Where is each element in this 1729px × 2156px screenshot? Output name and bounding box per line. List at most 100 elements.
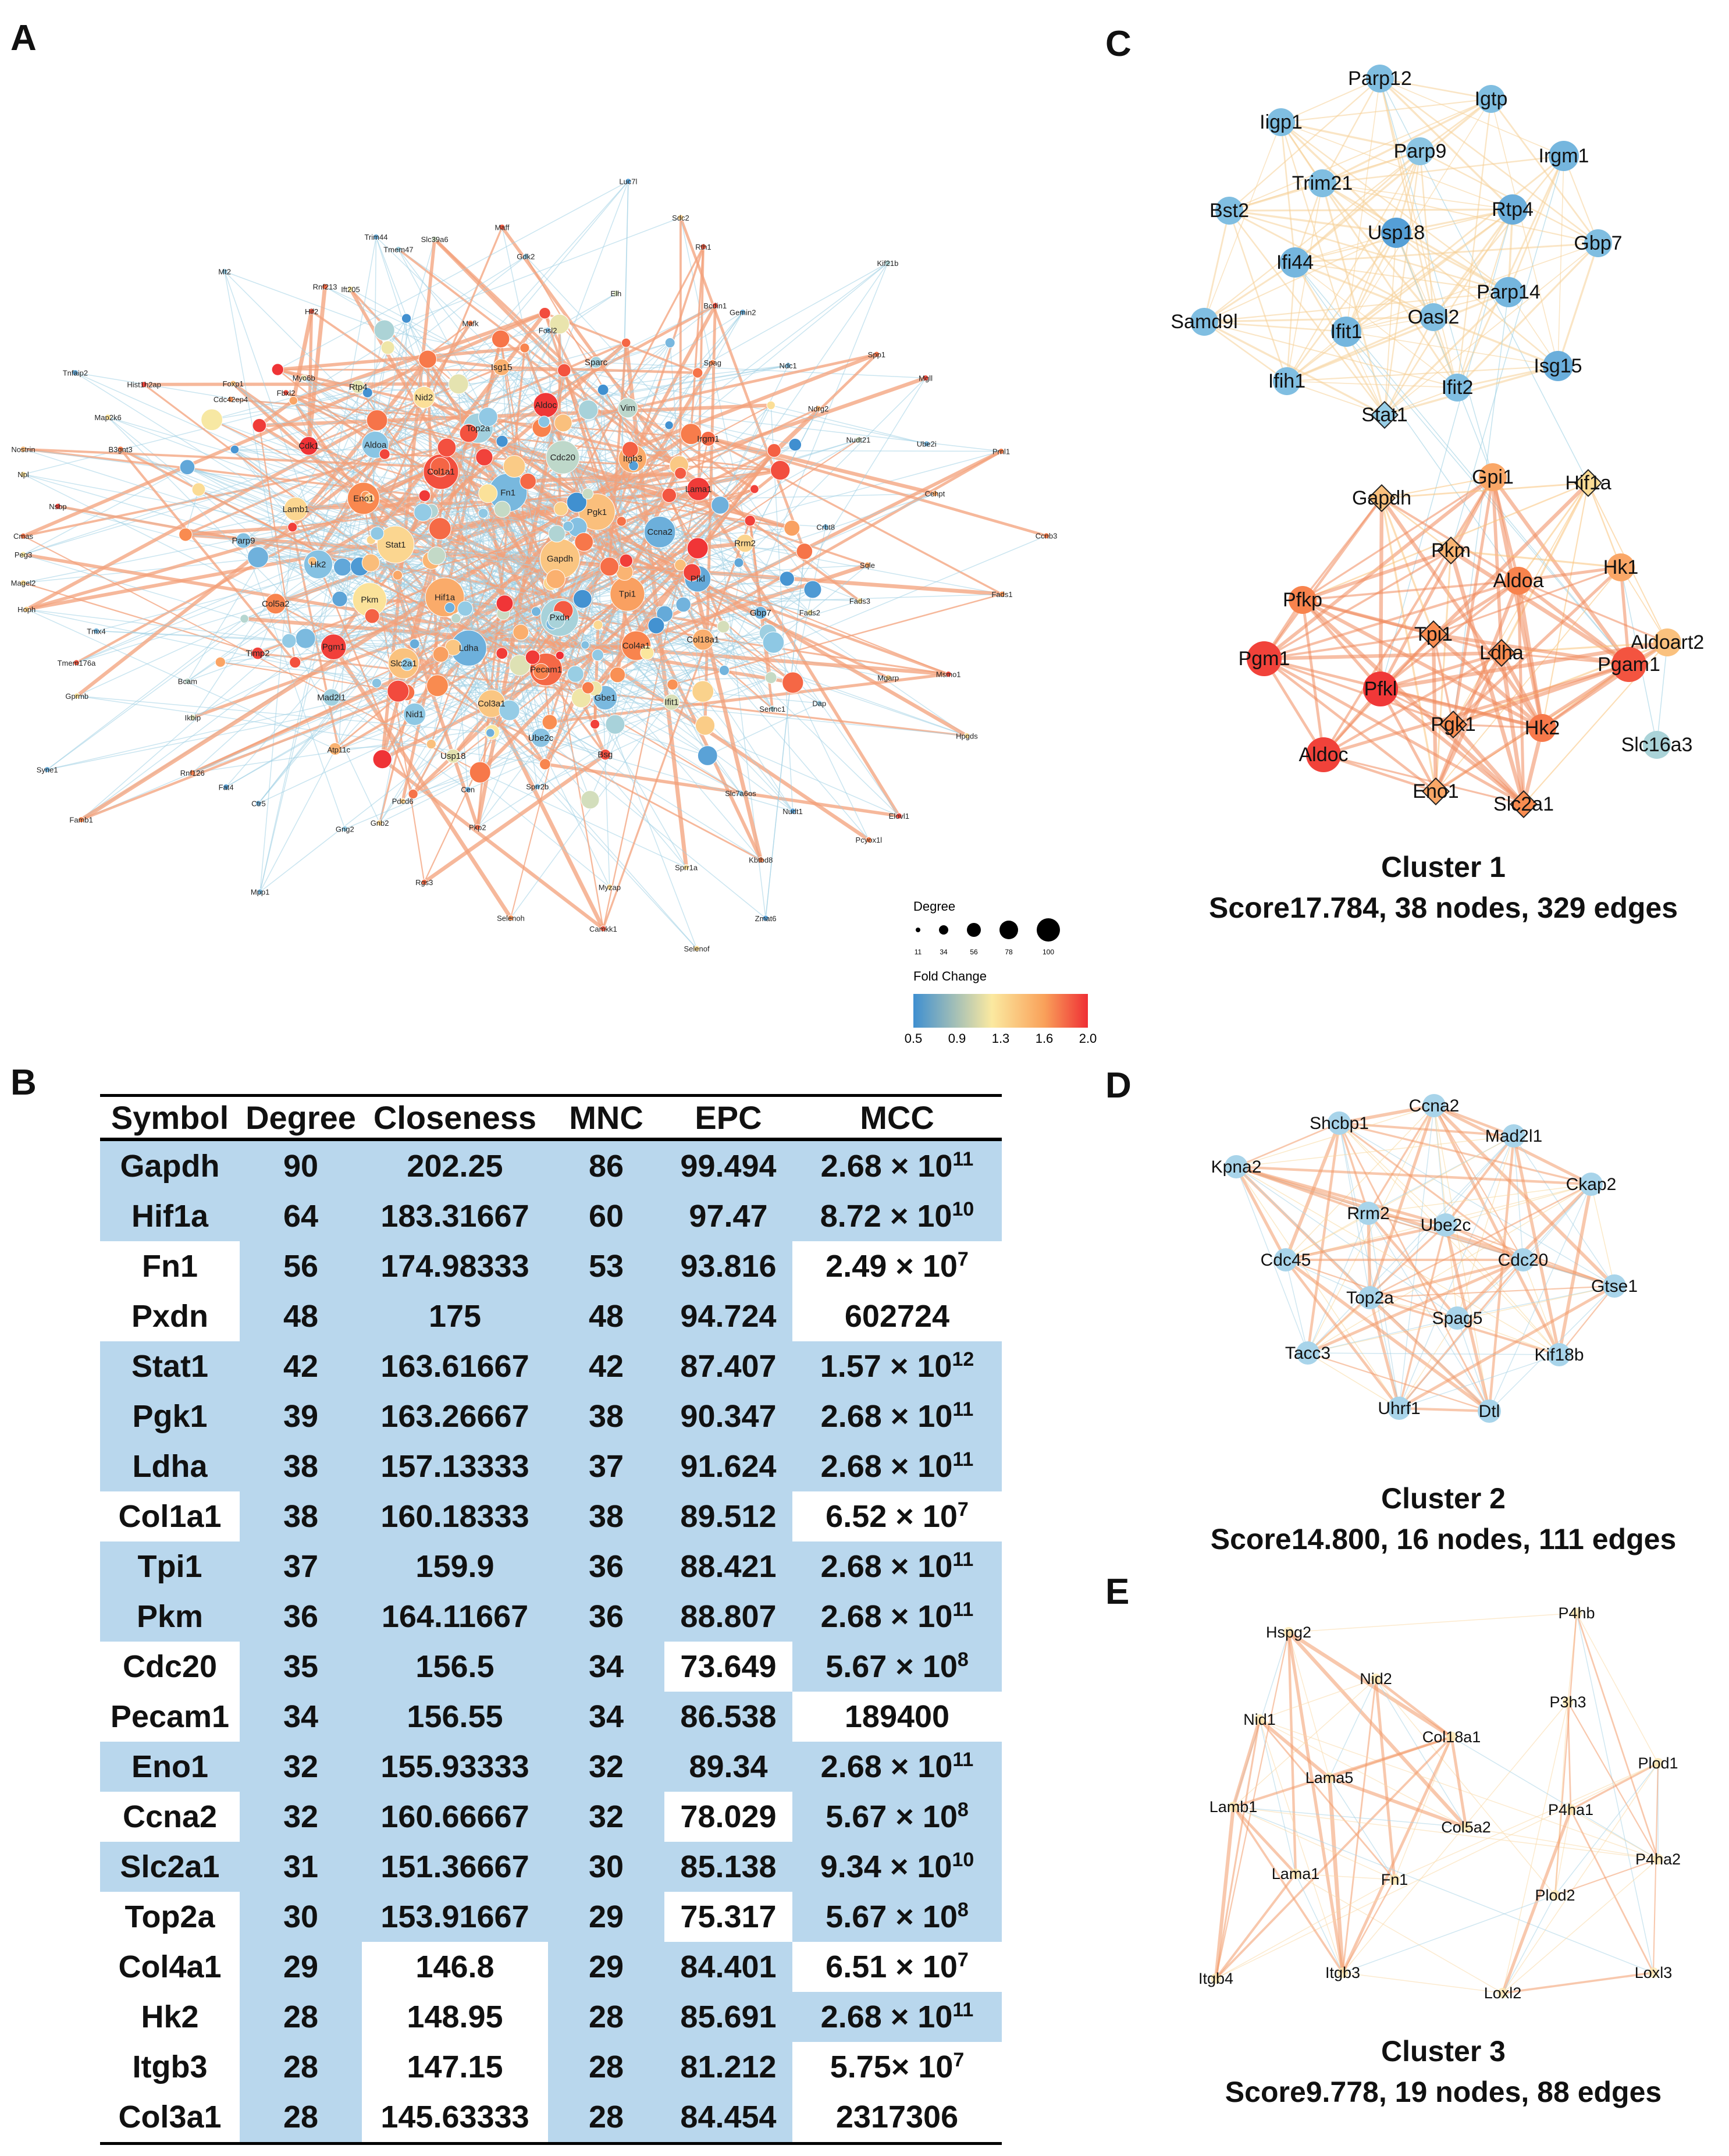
network-edge [277, 180, 629, 370]
cluster-edge [1432, 579, 1520, 636]
cluster-edge [1554, 1859, 1659, 1896]
cluster-edge [1399, 1105, 1435, 1409]
network-node [418, 350, 437, 369]
network-edge [26, 418, 378, 611]
network-node [581, 681, 595, 694]
cluster-edge [1339, 1122, 1592, 1185]
cell-mnc: 28 [548, 2092, 664, 2145]
cluster-edge [1280, 122, 1509, 293]
network-node-label: Slc39a6 [421, 235, 449, 244]
network-node-label: Ctr5 [251, 800, 266, 808]
network-node [718, 665, 730, 676]
cluster-node-seed [1574, 468, 1603, 498]
mcc-base: 5.67 × 10 [826, 1649, 958, 1684]
cluster-1-subtitle: Score17.784, 38 nodes, 329 edges [1208, 891, 1678, 924]
cell-mcc: 8.72 × 1010 [792, 1191, 1002, 1241]
network-node [789, 808, 796, 815]
network-node-label: Cehpt [925, 489, 945, 498]
cluster-3-network: Hspg2 P4hb Nid2 P3h3 Nid1 Col18a1 Plod1 Lama5 La… [1198, 1604, 1681, 2002]
network-node [582, 488, 594, 500]
mcc-base: 6.51 × 10 [826, 1949, 958, 1984]
cluster-edge [1322, 183, 1513, 210]
cluster-edge [1620, 567, 1668, 643]
cluster-node [1511, 1248, 1535, 1271]
fold-change-colorbar [913, 994, 1088, 1028]
cluster-2-caption: Cluster 2 Score14.800, 16 nodes, 111 edg… [1158, 1478, 1729, 1560]
fold-change-tick: 0.9 [948, 1031, 966, 1046]
network-node [692, 680, 714, 703]
table-row: Fn1 56 174.98333 53 93.816 2.49 × 107 [100, 1241, 1002, 1291]
network-node [184, 677, 191, 684]
cell-mnc: 29 [548, 1942, 664, 1992]
cluster-edge [1557, 155, 1564, 367]
cluster-edge [1329, 1777, 1395, 1880]
cluster-edge [1368, 1184, 1592, 1214]
network-node-label: Elovl1 [889, 812, 909, 821]
cluster-edge [1232, 1806, 1297, 1875]
cell-mnc: 36 [548, 1592, 664, 1642]
cluster-edge [1522, 1259, 1560, 1355]
network-edge [198, 489, 547, 670]
cluster-node [1389, 1874, 1400, 1885]
network-node [493, 358, 510, 376]
cluster-2-title: Cluster 2 [1381, 1482, 1506, 1515]
cluster-node-label: P3h3 [1549, 1693, 1586, 1711]
network-edge [690, 246, 705, 434]
cluster-node-label: Igtp [1475, 88, 1508, 110]
network-node [592, 649, 604, 662]
network-edge [332, 645, 513, 919]
mcc-base: 2.49 × 10 [826, 1249, 958, 1284]
network-node-label: Myzap [599, 883, 621, 891]
network-node [451, 613, 461, 624]
cluster-edge [1294, 242, 1599, 264]
mcc-exponent: 11 [952, 1448, 974, 1471]
network-node [664, 421, 674, 430]
network-node [421, 879, 428, 886]
network-node [864, 562, 871, 569]
cluster-node [1446, 1732, 1457, 1742]
network-node-label: Col3a1 [478, 699, 506, 709]
cell-symbol: Hk2 [141, 1999, 199, 2034]
network-node [513, 624, 529, 641]
table-row: Col3a1 28 145.63333 28 84.454 2317306 [100, 2092, 1002, 2145]
cluster-edge [1285, 1135, 1514, 1260]
cell-symbol: Hif1a [100, 1191, 240, 1241]
cluster-edge [1280, 122, 1458, 388]
cluster-node-seed [1419, 620, 1448, 649]
cluster-edge [1215, 1763, 1659, 1979]
mcc-base: 6.52 × 10 [826, 1499, 958, 1534]
cluster-edge [1500, 482, 1589, 653]
cluster-edge [1229, 209, 1509, 293]
network-node-label: Tpi1 [619, 589, 636, 599]
network-node-label: Nid1 [405, 709, 424, 719]
cluster-node-label: Hk1 [1603, 556, 1638, 578]
cluster-edge [1450, 549, 1630, 666]
network-edge [325, 286, 634, 467]
cluster-edge [1329, 1776, 1467, 1829]
network-node [117, 446, 124, 453]
network-node-label: Tmem47 [383, 245, 413, 254]
cluster-node-seed [1436, 536, 1465, 565]
network-node [20, 580, 27, 587]
network-node-label: Lama1 [685, 484, 712, 494]
network-node [566, 492, 587, 513]
cluster-node [1478, 1400, 1501, 1423]
cluster-node-label: Slc16a3 [1621, 734, 1693, 756]
cluster-node-label: Trim21 [1292, 172, 1353, 194]
cluster-edge [1398, 1259, 1524, 1409]
cluster-edge [1236, 1166, 1308, 1354]
cell-symbol: Slc2a1 [100, 1842, 240, 1892]
network-node-label: Nostrin [11, 445, 35, 454]
network-node [427, 546, 446, 565]
cluster-edge [1369, 1258, 1524, 1299]
network-node [815, 405, 822, 412]
cell-mnc: 38 [548, 1391, 664, 1441]
cluster-node [1446, 1306, 1469, 1330]
network-node [873, 351, 880, 358]
cell-closeness: 159.9 [362, 1541, 548, 1592]
network-edge [558, 324, 750, 521]
cluster-edge [1396, 208, 1513, 234]
cluster-edge [1489, 1184, 1592, 1412]
network-node [308, 308, 315, 315]
cell-mcc: 5.67 × 108 [792, 1792, 1002, 1842]
